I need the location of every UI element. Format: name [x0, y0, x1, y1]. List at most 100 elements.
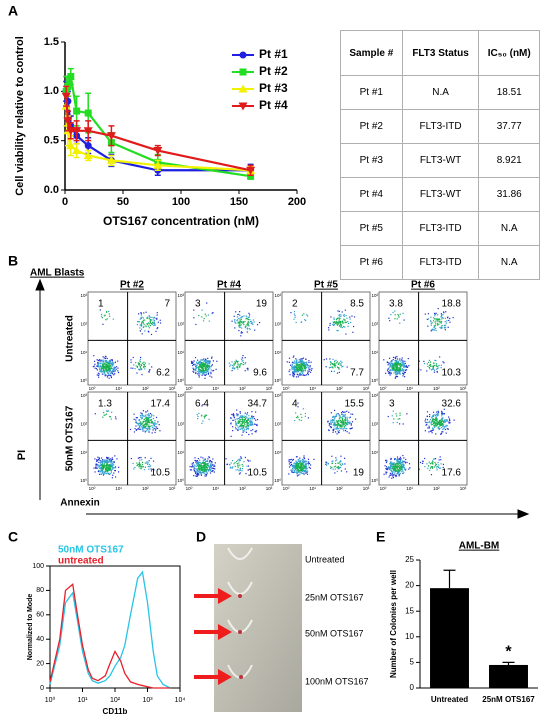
- event-dot: [436, 415, 438, 417]
- event-dot: [408, 468, 410, 470]
- event-dot: [236, 366, 238, 368]
- event-dot: [200, 468, 203, 471]
- event-dot: [295, 365, 297, 368]
- event-dot: [102, 474, 105, 476]
- event-dot: [110, 459, 112, 461]
- event-dot: [303, 369, 305, 371]
- x-tick-label: 10¹: [77, 697, 88, 704]
- event-dot: [386, 369, 389, 371]
- event-dot: [304, 367, 306, 369]
- legend-label: Pt #1: [259, 47, 288, 61]
- event-dot: [301, 372, 303, 374]
- event-dot: [213, 471, 215, 473]
- event-dot: [339, 419, 342, 421]
- event-dot: [288, 466, 291, 468]
- event-dot: [241, 360, 243, 362]
- event-dot: [106, 410, 109, 413]
- event-dot: [346, 422, 348, 424]
- event-dot: [151, 316, 153, 318]
- event-dot: [106, 362, 108, 364]
- event-dot: [239, 412, 241, 414]
- event-dot: [118, 466, 120, 468]
- event-dot: [232, 419, 234, 421]
- event-dot: [305, 472, 307, 474]
- event-dot: [390, 461, 392, 463]
- event-dot: [302, 408, 304, 410]
- event-dot: [305, 464, 307, 467]
- event-dot: [306, 470, 308, 472]
- event-dot: [402, 472, 404, 475]
- event-dot: [396, 355, 398, 358]
- event-dot: [242, 419, 244, 421]
- event-dot: [233, 364, 235, 366]
- event-dot: [390, 465, 392, 467]
- event-dot: [236, 425, 238, 427]
- event-dot: [394, 357, 396, 359]
- event-dot: [445, 322, 447, 324]
- event-dot: [234, 426, 237, 429]
- event-dot: [98, 376, 100, 378]
- event-dot: [249, 460, 251, 462]
- event-dot: [337, 424, 339, 426]
- event-dot: [340, 470, 343, 472]
- event-dot: [340, 455, 342, 457]
- event-dot: [300, 367, 302, 369]
- event-dot: [292, 471, 295, 474]
- event-dot: [130, 367, 132, 369]
- event-dot: [439, 356, 441, 358]
- event-dot: [107, 363, 109, 365]
- event-dot: [111, 373, 114, 375]
- event-dot: [97, 361, 99, 364]
- event-dot: [399, 456, 402, 458]
- event-dot: [244, 426, 247, 428]
- event-dot: [334, 322, 336, 324]
- event-dot: [232, 367, 234, 370]
- event-dot: [139, 464, 141, 466]
- event-dot: [400, 464, 402, 466]
- event-dot: [109, 315, 111, 317]
- event-dot: [208, 460, 211, 462]
- event-dot: [107, 368, 109, 370]
- event-dot: [249, 321, 252, 323]
- event-dot: [404, 362, 406, 365]
- event-dot: [148, 468, 150, 470]
- event-dot: [94, 363, 96, 365]
- event-dot: [343, 313, 345, 316]
- event-dot: [129, 428, 132, 431]
- event-dot: [308, 360, 310, 362]
- event-dot: [392, 365, 394, 367]
- event-dot: [193, 468, 195, 470]
- event-dot: [248, 415, 250, 417]
- event-dot: [430, 474, 433, 476]
- event-dot: [292, 458, 294, 461]
- event-dot: [208, 469, 210, 471]
- event-dot: [441, 417, 443, 419]
- event-dot: [102, 360, 104, 362]
- event-dot: [104, 365, 106, 367]
- event-dot: [107, 464, 110, 466]
- event-dot: [108, 310, 110, 313]
- event-dot: [148, 414, 150, 417]
- event-dot: [349, 416, 351, 418]
- quadrant-value: 17.4: [151, 399, 171, 410]
- event-dot: [391, 471, 393, 473]
- event-dot: [203, 467, 206, 469]
- event-dot: [104, 355, 107, 357]
- event-dot: [293, 318, 295, 320]
- event-dot: [203, 470, 206, 472]
- event-dot: [108, 362, 110, 364]
- event-dot: [428, 415, 431, 418]
- event-dot: [437, 410, 439, 412]
- event-dot: [336, 420, 339, 423]
- marker: [66, 141, 76, 150]
- event-dot: [344, 463, 346, 465]
- event-dot: [393, 467, 395, 469]
- event-dot: [301, 470, 303, 472]
- event-dot: [389, 472, 392, 474]
- event-dot: [341, 411, 343, 414]
- event-dot: [389, 474, 391, 476]
- event-dot: [439, 422, 441, 424]
- event-dot: [139, 330, 142, 332]
- event-dot: [193, 475, 195, 477]
- event-dot: [437, 413, 439, 415]
